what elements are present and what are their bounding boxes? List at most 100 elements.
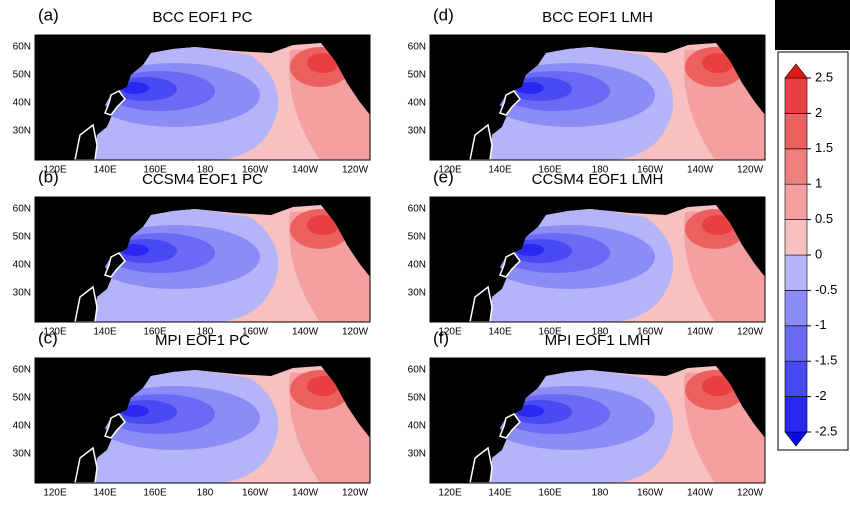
panel-label: (e) — [433, 167, 454, 186]
lat-tick: 30N — [13, 126, 31, 137]
colorbar-swatch — [784, 77, 808, 114]
panel-title: CCSM4 EOF1 PC — [142, 171, 263, 188]
map — [430, 358, 765, 483]
lat-tick: 40N — [13, 421, 31, 432]
lon-tick: 180 — [592, 165, 609, 176]
lat-tick: 60N — [13, 365, 31, 376]
lon-tick: 140W — [687, 488, 714, 499]
lon-tick: 140E — [488, 488, 512, 499]
lon-tick: 120W — [342, 488, 369, 499]
lon-tick: 140W — [292, 488, 319, 499]
map-frame — [429, 34, 766, 161]
panel-title: BCC EOF1 PC — [152, 9, 252, 26]
lat-tick: 50N — [408, 393, 426, 404]
colorbar-label: -1 — [815, 317, 827, 332]
map-panel: (d) BCC EOF1 LMH 60N 50N 40N 30N 120E 140E 160E 1… — [408, 5, 766, 176]
lat-tick: 60N — [408, 365, 426, 376]
lon-tick: 140W — [292, 165, 319, 176]
lon-tick: 160W — [637, 165, 664, 176]
corner-block — [775, 0, 850, 50]
colorbar-label: 0 — [815, 246, 822, 261]
lon-tick: 140W — [292, 327, 319, 338]
lat-tick: 30N — [13, 449, 31, 460]
lat-tick: 30N — [408, 449, 426, 460]
lon-tick: 140E — [93, 165, 117, 176]
map-frame — [34, 357, 371, 484]
lon-tick: 160W — [242, 327, 269, 338]
lon-tick: 160E — [143, 327, 167, 338]
lon-tick: 180 — [197, 165, 214, 176]
lon-tick: 160E — [538, 488, 562, 499]
lat-tick: 30N — [408, 126, 426, 137]
colorbar-swatch — [784, 183, 808, 220]
lat-tick: 50N — [13, 232, 31, 243]
lon-tick: 120W — [737, 165, 764, 176]
lat-tick: 60N — [13, 204, 31, 215]
lon-tick: 140W — [687, 165, 714, 176]
colorbar-swatch — [784, 63, 808, 79]
lon-tick: 120W — [737, 488, 764, 499]
map-frame — [34, 34, 371, 161]
map-panel: (f) MPI EOF1 LMH 60N 50N 40N 30N 120E 140E 160E 1… — [408, 328, 765, 499]
panel-label: (b) — [38, 167, 59, 186]
colorbar-swatch — [784, 113, 808, 150]
map-frame — [429, 196, 766, 323]
map-panel: (e) CCSM4 EOF1 LMH 60N 50N 40N 30N 120E 140E 160… — [408, 167, 766, 338]
lon-tick: 160W — [242, 165, 269, 176]
lon-tick: 120E — [43, 165, 67, 176]
map — [430, 35, 765, 160]
lat-tick: 60N — [408, 42, 426, 53]
colorbar-swatch — [784, 396, 808, 433]
lat-tick: 50N — [408, 70, 426, 81]
colorbar-label: -2 — [815, 388, 827, 403]
lat-tick: 50N — [13, 393, 31, 404]
panel-label: (a) — [38, 5, 59, 24]
colorbar-label: 2 — [815, 105, 822, 120]
colorbar-label: -1.5 — [815, 353, 837, 368]
lat-tick: 40N — [13, 98, 31, 109]
lon-tick: 160E — [143, 488, 167, 499]
lat-tick: 40N — [408, 421, 426, 432]
colorbar-swatch — [784, 219, 808, 256]
lat-tick: 40N — [408, 98, 426, 109]
colorbar-swatch — [784, 148, 808, 185]
lat-tick: 40N — [13, 260, 31, 271]
lat-tick: 30N — [408, 288, 426, 299]
colorbar-swatch — [784, 325, 808, 362]
map — [35, 358, 370, 483]
panel-title: BCC EOF1 LMH — [542, 9, 653, 26]
map-panel: (b) CCSM4 EOF1 PC 60N 50N 40N 30N 120E 140E 160E… — [13, 167, 371, 338]
lon-tick: 180 — [197, 327, 214, 338]
lon-tick: 180 — [592, 327, 609, 338]
lon-tick: 120E — [438, 327, 462, 338]
lon-tick: 140W — [687, 327, 714, 338]
map — [35, 197, 370, 322]
lon-tick: 120E — [43, 488, 67, 499]
panel-title: MPI EOF1 LMH — [545, 332, 651, 349]
map-panel: (c) MPI EOF1 PC 60N 50N 40N 30N 120E 140E 160E 18… — [13, 328, 371, 499]
map-panel: (a) BCC EOF1 PC 60N 50N 40N 30N 120E 140E 160E 18… — [13, 5, 371, 176]
lon-tick: 180 — [197, 488, 214, 499]
colorbar-label: 0.5 — [815, 211, 833, 226]
lon-tick: 140E — [488, 165, 512, 176]
lat-tick: 50N — [408, 232, 426, 243]
lon-tick: 160W — [242, 488, 269, 499]
panel-label: (c) — [38, 328, 58, 347]
colorbar-swatch — [784, 360, 808, 397]
lat-tick: 60N — [408, 204, 426, 215]
lon-tick: 160E — [538, 327, 562, 338]
lon-tick: 120E — [438, 488, 462, 499]
colorbar-label: 2.5 — [815, 69, 833, 84]
panel-label: (f) — [433, 328, 449, 347]
lon-tick: 120E — [43, 327, 67, 338]
map — [430, 197, 765, 322]
lon-tick: 120E — [438, 165, 462, 176]
panel-label: (d) — [433, 5, 454, 24]
lon-tick: 160W — [637, 488, 664, 499]
map-frame — [34, 196, 371, 323]
lat-tick: 30N — [13, 288, 31, 299]
colorbar-swatch — [784, 290, 808, 327]
lon-tick: 160E — [538, 165, 562, 176]
lat-tick: 60N — [13, 42, 31, 53]
lon-tick: 140E — [93, 327, 117, 338]
